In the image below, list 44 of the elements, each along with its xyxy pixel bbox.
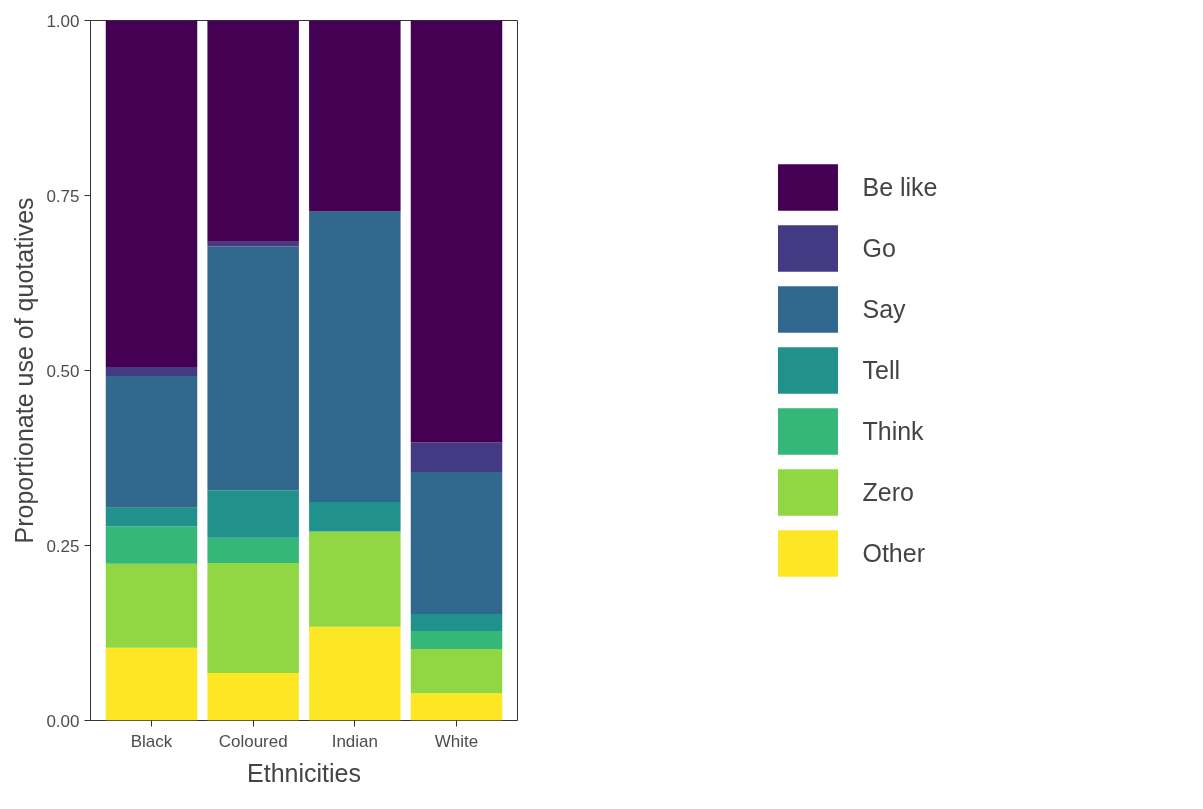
x-tick-label: Indian bbox=[331, 731, 378, 751]
y-axis-title: Proportionate use of quotatives bbox=[10, 197, 39, 544]
y-tick-label: 0.25 bbox=[46, 536, 80, 556]
bar bbox=[410, 630, 503, 650]
legend-label: Say bbox=[862, 294, 906, 324]
bar bbox=[309, 211, 401, 503]
bar bbox=[105, 563, 198, 648]
legend-label: Be like bbox=[862, 172, 938, 202]
bar bbox=[207, 20, 299, 242]
legend-label: Zero bbox=[862, 477, 914, 507]
bar bbox=[207, 672, 299, 721]
bar bbox=[309, 626, 401, 721]
bar bbox=[410, 472, 503, 615]
bar bbox=[105, 376, 198, 508]
bar bbox=[309, 502, 401, 532]
bar bbox=[105, 20, 198, 367]
bar bbox=[207, 246, 299, 491]
bar bbox=[207, 490, 299, 538]
legend-label: Think bbox=[862, 416, 924, 446]
bar bbox=[105, 507, 198, 527]
bar bbox=[410, 20, 503, 443]
y-tick-label: 1.00 bbox=[46, 11, 80, 31]
bar bbox=[105, 526, 198, 564]
y-tick-label: 0.50 bbox=[46, 361, 80, 381]
bar bbox=[105, 647, 198, 721]
x-tick-label: Coloured bbox=[218, 731, 288, 751]
bar bbox=[207, 537, 299, 563]
legend-label: Go bbox=[862, 233, 896, 263]
bar bbox=[207, 241, 299, 247]
legend-label: Tell bbox=[862, 355, 900, 385]
legend-label: Other bbox=[862, 538, 926, 568]
x-tick-label: White bbox=[434, 731, 479, 751]
bar bbox=[410, 649, 503, 694]
bar bbox=[410, 442, 503, 472]
bar bbox=[410, 693, 503, 721]
x-tick-label: Black bbox=[130, 731, 173, 751]
bar bbox=[410, 614, 503, 631]
bar bbox=[105, 367, 198, 377]
bar bbox=[309, 20, 401, 212]
y-tick-label: 0.75 bbox=[46, 186, 80, 206]
y-tick-label: 0.00 bbox=[46, 711, 80, 731]
x-axis-title: Ethnicities bbox=[247, 758, 361, 787]
bar bbox=[309, 531, 401, 627]
bar bbox=[207, 563, 299, 673]
